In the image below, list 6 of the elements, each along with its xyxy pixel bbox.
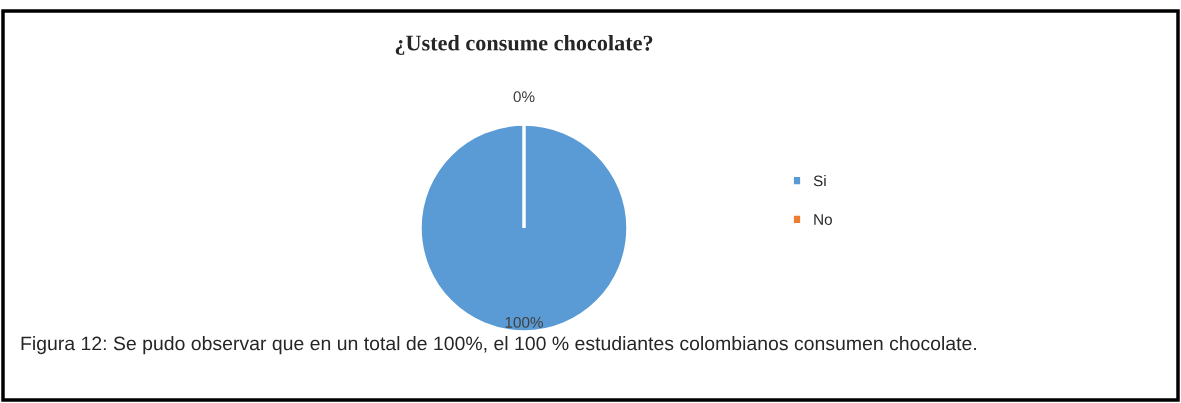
legend-label: No (814, 214, 832, 225)
text: Figura 12: Se pudo observar que en un total de 100%, el 100 % estudiantes colombianos consumen chocolate. (21, 336, 976, 355)
chart-title: ¿Usted consume chocolate? (395, 34, 653, 55)
legend-label: Si (813, 175, 826, 187)
data-label: 100% (505, 316, 543, 328)
text: 0% (513, 91, 535, 103)
